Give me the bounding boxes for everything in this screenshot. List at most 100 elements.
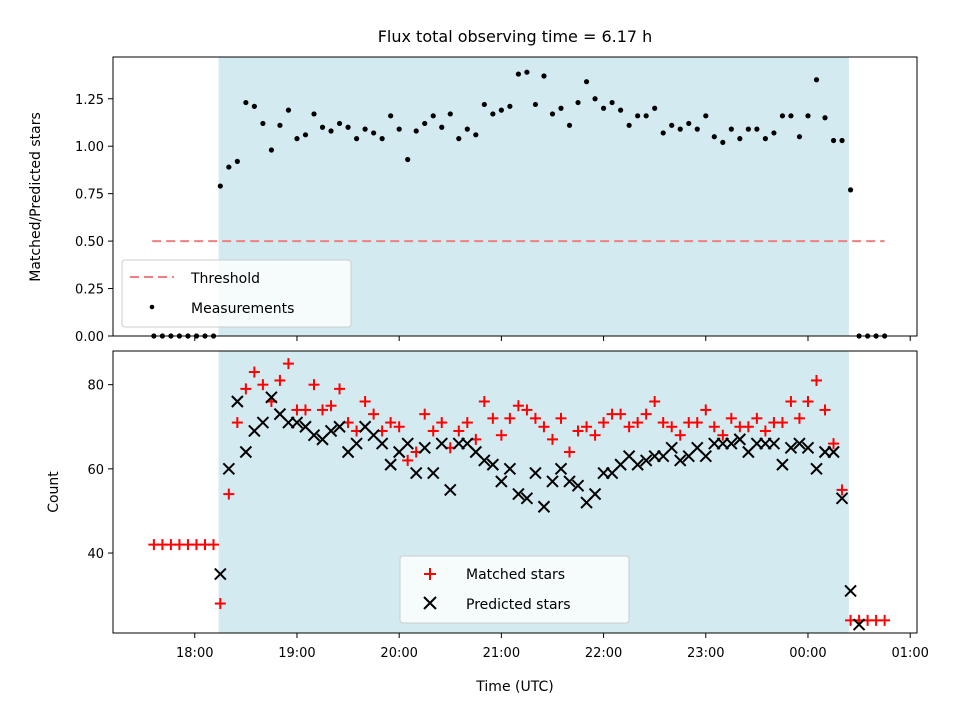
measurement-point — [575, 99, 581, 106]
x-tick-label: 23:00 — [687, 646, 724, 661]
predicted-star-point — [725, 437, 738, 450]
x-tick-label: 22:00 — [585, 646, 622, 661]
matched-star-point — [717, 429, 729, 441]
matched-star-point — [759, 425, 771, 437]
measurement-point — [268, 147, 275, 153]
measurement-point — [583, 79, 590, 85]
predicted-star-point — [256, 416, 270, 429]
predicted-star-point — [776, 458, 789, 471]
measurement-point — [371, 130, 377, 136]
matched-star-point — [657, 417, 669, 429]
measurement-point — [456, 136, 462, 142]
matched-star-point — [564, 446, 576, 458]
measurement-point — [847, 187, 854, 193]
matched-star-point — [504, 412, 516, 424]
predicted-star-point — [529, 466, 542, 480]
measurement-point — [592, 96, 598, 102]
bottom-y-ticks: 40 60 80 — [87, 379, 113, 562]
y-tick-label: 0.00 — [75, 330, 104, 345]
measurement-point — [430, 113, 436, 119]
predicted-star-point — [801, 441, 815, 455]
matched-star-point — [793, 412, 805, 424]
matched-star-point — [208, 539, 219, 551]
predicted-star-point — [852, 618, 866, 631]
predicted-star-point — [401, 437, 414, 450]
matched-star-point — [393, 421, 405, 433]
matched-star-point — [368, 408, 380, 420]
bottom-legend-box — [399, 555, 630, 624]
legend-threshold-label: Threshold — [190, 271, 260, 287]
bottom-panel: 40 60 80 18:00 19:00 20:00 21:00 22:00 23:00 00:… — [46, 350, 929, 695]
measurement-point — [507, 103, 513, 109]
predicted-stars-points — [214, 391, 866, 631]
matched-star-point — [615, 408, 627, 420]
predicted-star-point — [674, 454, 687, 467]
matched-star-point — [529, 412, 541, 424]
measurement-point — [600, 105, 607, 111]
measurement-point — [422, 120, 428, 127]
measurement-point — [762, 136, 768, 142]
legend-predicted-swatch — [423, 596, 437, 610]
predicted-star-point — [486, 458, 500, 471]
legend-measurements-swatch — [149, 304, 155, 310]
predicted-star-point — [546, 475, 559, 488]
predicted-star-point — [699, 450, 712, 463]
matched-star-point — [538, 421, 550, 433]
measurement-point — [771, 130, 777, 136]
predicted-star-point — [427, 466, 440, 480]
matched-star-point — [487, 412, 499, 424]
top-legend: Threshold Measurements — [121, 259, 352, 328]
matched-star-point — [666, 421, 678, 433]
predicted-star-point — [418, 441, 431, 455]
matched-star-point — [649, 396, 661, 408]
measurement-point — [481, 101, 487, 108]
matched-star-point — [495, 429, 507, 441]
measurement-point — [703, 113, 709, 119]
measurement-point — [353, 136, 360, 142]
measurement-point — [609, 99, 615, 106]
matched-star-point — [589, 429, 601, 441]
top-x-ticks — [194, 336, 911, 341]
predicted-star-point — [512, 487, 525, 501]
measurement-point — [805, 113, 811, 119]
y-tick-label: 1.25 — [75, 93, 104, 108]
y-tick-label: 0.25 — [75, 283, 104, 298]
predicted-star-point — [350, 437, 363, 450]
matched-stars-points — [148, 358, 891, 626]
predicted-star-point — [307, 428, 321, 442]
matched-star-point — [546, 433, 558, 445]
matched-star-point — [623, 421, 635, 433]
top-plot-frame — [112, 56, 918, 337]
measurement-point — [362, 126, 368, 132]
measurement-point — [226, 164, 232, 170]
measurement-point — [694, 126, 700, 132]
matched-star-point — [725, 412, 737, 424]
predicted-star-point — [333, 420, 346, 433]
predicted-star-point — [537, 500, 551, 513]
x-tick-label: 00:00 — [789, 646, 826, 661]
bottom-x-ticks: 18:00 19:00 20:00 21:00 22:00 23:00 00:00 01:00 — [176, 633, 929, 661]
measurement-point — [618, 107, 624, 113]
predicted-star-point — [495, 475, 508, 488]
measurement-point — [277, 122, 283, 128]
measurement-point — [396, 126, 402, 132]
predicted-star-point — [810, 462, 823, 476]
matched-star-point — [453, 425, 465, 437]
matched-star-point — [282, 358, 294, 370]
measurement-point — [711, 134, 717, 140]
measurement-point — [626, 122, 632, 128]
measurement-point — [669, 122, 675, 128]
matched-star-point — [325, 400, 337, 412]
matched-star-point — [308, 379, 320, 391]
top-y-ticks: 0.00 0.25 0.50 0.75 1.00 1.25 — [75, 93, 113, 345]
y-tick-label: 0.75 — [75, 188, 104, 203]
measurement-point — [473, 132, 479, 138]
measurement-point — [328, 128, 334, 134]
measurement-point — [822, 115, 828, 121]
matched-star-point — [436, 417, 448, 429]
measurement-point — [439, 124, 445, 130]
matched-star-point — [572, 425, 584, 437]
predicted-star-point — [435, 437, 448, 450]
predicted-star-point — [520, 492, 534, 505]
matched-star-point — [317, 404, 329, 416]
